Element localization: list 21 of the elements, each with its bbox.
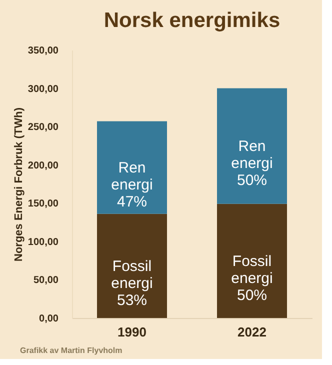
- data-label: Fossil energi 53%: [111, 258, 153, 309]
- bar: [97, 121, 167, 214]
- data-label: Ren energi 47%: [111, 160, 153, 211]
- bar: [217, 88, 287, 204]
- y-tick-label: 250,00: [28, 122, 59, 134]
- y-tick-label: 50,00: [33, 275, 59, 286]
- x-tick-label: 1990: [118, 324, 146, 340]
- chart-title: Norsk energimiks: [104, 9, 280, 32]
- y-tick-label: 100,00: [28, 236, 59, 248]
- bar: [217, 204, 287, 318]
- y-axis-title: Norges Energi Forbruk (TWh): [12, 107, 25, 262]
- y-tick-label: 300,00: [28, 84, 59, 95]
- x-tick-label: 2022: [238, 324, 266, 340]
- data-label: Ren energi 50%: [231, 138, 273, 190]
- y-tick-label: 200,00: [28, 160, 59, 172]
- bar: [97, 214, 167, 318]
- text: Grafikk av Martin Flyvholm: [20, 346, 122, 355]
- y-tick-label: 150,00: [28, 198, 59, 210]
- y-tick-label: 350,00: [28, 46, 59, 56]
- data-label: Fossil energi 50%: [231, 252, 273, 304]
- y-tick-label: 0,00: [39, 314, 59, 324]
